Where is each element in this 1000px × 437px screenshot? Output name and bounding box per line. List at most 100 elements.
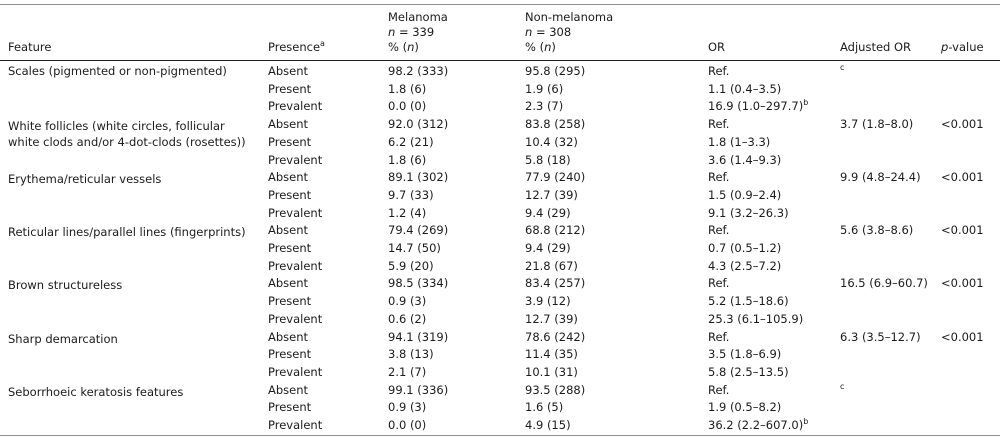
presence-cell: Prevalent	[268, 258, 323, 273]
melanoma-cell: 2.1 (7)	[388, 364, 427, 379]
melanoma-cell: 1.8 (6)	[388, 152, 427, 167]
melanoma-cell: 0.0 (0)	[388, 99, 427, 114]
col-header-melanoma: Melanoma n = 339 % (n)	[388, 4, 525, 61]
or-value: 3.5 (1.8–6.9)	[708, 347, 782, 362]
non-melanoma-cell: 83.4 (257)	[525, 276, 586, 291]
p-value-cell	[941, 240, 1000, 258]
non-melanoma-cell: 5.8 (18)	[525, 152, 571, 167]
table-row: Prevalent 2.1 (7) 10.1 (31) 5.8 (2.5–13.5)	[0, 364, 1000, 382]
or-value: Ref.	[708, 223, 730, 238]
presence-cell: Prevalent	[268, 364, 323, 379]
non-melanoma-cell: 83.8 (258)	[525, 117, 586, 132]
melanoma-cell: 98.5 (334)	[388, 276, 449, 291]
p-value-cell: <0.001	[941, 329, 984, 344]
presence-cell: Prevalent	[268, 311, 323, 326]
non-melanoma-cell: 1.9 (6)	[525, 81, 564, 96]
adjusted-or-cell	[840, 152, 941, 170]
melanoma-group-label: Melanoma	[388, 10, 448, 24]
or-cell: 1.5 (0.9–2.4)	[708, 187, 840, 205]
feature-name: Reticular lines/parallel lines (fingerpr…	[8, 225, 246, 240]
melanoma-cell: 1.2 (4)	[388, 205, 427, 220]
table-row: Prevalent 5.9 (20) 21.8 (67) 4.3 (2.5–7.2)	[0, 258, 1000, 276]
p-value-cell	[941, 346, 1000, 364]
non-melanoma-cell: 78.6 (242)	[525, 329, 586, 344]
adjusted-or-cell	[840, 399, 941, 417]
adjusted-or-value: 6.3 (3.5–12.7)	[840, 329, 921, 344]
p-value-cell	[941, 61, 1000, 81]
presence-cell: Absent	[268, 276, 309, 291]
melanoma-cell: 5.9 (20)	[388, 258, 434, 273]
adjusted-or-cell	[840, 346, 941, 364]
adjusted-or-value: 9.9 (4.8–24.4)	[840, 170, 921, 185]
table-row: White follicles (white circles, follicul…	[0, 116, 1000, 149]
non-melanoma-cell: 3.9 (12)	[525, 294, 571, 309]
non-melanoma-cell: 21.8 (67)	[525, 258, 578, 273]
table-row: Seborrhoeic keratosis features Absent 99.1…	[0, 382, 1000, 400]
melanoma-cell: 99.1 (336)	[388, 382, 449, 397]
header-row: Feature Presencea Melanoma n = 339 % (n)…	[0, 4, 1000, 61]
col-header-feature: Feature	[0, 4, 268, 61]
adjusted-or-cell	[840, 417, 941, 435]
presence-cell: Present	[268, 187, 312, 202]
table-row: Prevalent 1.2 (4) 9.4 (29) 9.1 (3.2–26.3)	[0, 205, 1000, 223]
or-cell: 3.6 (1.4–9.3)	[708, 152, 840, 170]
presence-cell: Prevalent	[268, 99, 323, 114]
adjusted-or-cell	[840, 187, 941, 205]
non-melanoma-cell: 11.4 (35)	[525, 347, 578, 362]
melanoma-cell: 92.0 (312)	[388, 117, 449, 132]
or-value: Ref.	[708, 64, 730, 78]
or-cell: 4.3 (2.5–7.2)	[708, 258, 840, 276]
non-melanoma-cell: 9.4 (29)	[525, 241, 571, 256]
footnote-marker: b	[803, 98, 809, 108]
melanoma-cell: 79.4 (269)	[388, 223, 449, 238]
table-row: Scales (pigmented or non-pigmented) Absen…	[0, 61, 1000, 81]
melanoma-cell: 94.1 (319)	[388, 329, 449, 344]
melanoma-cell: 0.9 (3)	[388, 294, 427, 309]
or-value: Ref.	[708, 329, 730, 344]
presence-cell: Prevalent	[268, 418, 323, 433]
melanoma-cell: 0.0 (0)	[388, 418, 427, 433]
p-value-cell	[941, 187, 1000, 205]
feature-name: Brown structureless	[8, 278, 123, 293]
table-row: Prevalent 0.0 (0) 4.9 (15) 36.2 (2.2–607.0)…	[0, 417, 1000, 435]
non-melanoma-cell: 10.1 (31)	[525, 364, 578, 379]
or-value: 16.9 (1.0–297.7)	[708, 99, 804, 114]
p-value-cell	[941, 311, 1000, 329]
adjusted-or-cell: 9.9 (4.8–24.4)	[840, 169, 941, 187]
table-row: Present 3.8 (13) 11.4 (35) 3.5 (1.8–6.9)	[0, 346, 1000, 364]
feature-name: Scales (pigmented or non-pigmented)	[8, 64, 227, 78]
or-value: 36.2 (2.2–607.0)	[708, 418, 804, 433]
adjusted-or-cell	[840, 311, 941, 329]
p-value-cell	[941, 205, 1000, 223]
non-melanoma-cell: 2.3 (7)	[525, 99, 564, 114]
non-melanoma-cell: 4.9 (15)	[525, 418, 571, 433]
p-value-cell	[941, 98, 1000, 116]
p-value-cell	[941, 134, 1000, 152]
presence-cell: Present	[268, 241, 312, 256]
non-melanoma-cell: 93.5 (288)	[525, 382, 586, 397]
table-row: Present 14.7 (50) 9.4 (29) 0.7 (0.5–1.2)	[0, 240, 1000, 258]
adjusted-or-value: 5.6 (3.8–8.6)	[840, 223, 914, 238]
or-value: 0.7 (0.5–1.2)	[708, 241, 782, 256]
melanoma-cell: 89.1 (302)	[388, 170, 449, 185]
presence-cell: Absent	[268, 64, 309, 78]
presence-cell: Absent	[268, 329, 309, 344]
presence-cell: Prevalent	[268, 205, 323, 220]
presence-cell: Prevalent	[268, 152, 323, 167]
non-melanoma-cell: 10.4 (32)	[525, 134, 578, 149]
table-row: Present 1.8 (6) 1.9 (6) 1.1 (0.4–3.5)	[0, 81, 1000, 99]
p-value-cell: <0.001	[941, 170, 984, 185]
presence-cell: Present	[268, 347, 312, 362]
melanoma-cell: 9.7 (33)	[388, 187, 434, 202]
melanoma-pct-label: % (n)	[388, 40, 419, 54]
presence-cell: Absent	[268, 170, 309, 185]
or-value: 1.1 (0.4–3.5)	[708, 81, 782, 96]
feature-name: Sharp demarcation	[8, 331, 118, 346]
or-cell: Ref.	[708, 329, 840, 347]
adjusted-or-cell	[840, 293, 941, 311]
or-cell: 0.7 (0.5–1.2)	[708, 240, 840, 258]
presence-cell: Present	[268, 134, 312, 149]
adjusted-or-cell	[840, 258, 941, 276]
p-value-cell	[941, 258, 1000, 276]
adjusted-or-cell: 3.7 (1.8–8.0)	[840, 116, 941, 134]
